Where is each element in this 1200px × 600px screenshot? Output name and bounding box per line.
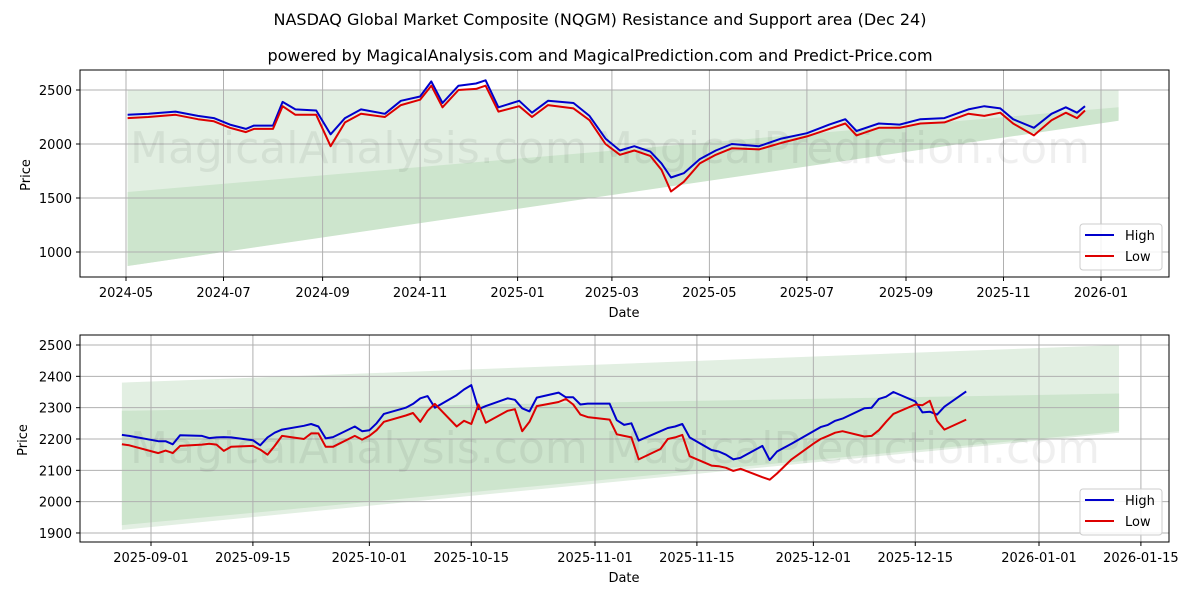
bottom-grid [80, 335, 1169, 542]
y-tick-label: 1900 [39, 527, 72, 542]
legend-low-label-bottom: Low [1125, 515, 1151, 530]
watermark-analysis: MagicalAnalysis.com [130, 123, 588, 174]
bottom-tick-labels: 1900 2000 2100 2200 2300 2400 2500 2025-09-01 20… [39, 339, 1179, 566]
x-tick-label: 2026-01-15 [1103, 551, 1179, 566]
x-tick-label: 2025-01 [490, 286, 544, 301]
top-resistance-support-bands [127, 90, 1119, 267]
x-tick-label: 2025-12-01 [776, 551, 852, 566]
y-tick-label: 2000 [39, 138, 72, 153]
x-tick-label: 2025-10-15 [433, 551, 509, 566]
x-tick-label: 2025-12-15 [877, 551, 953, 566]
high-line [121, 384, 967, 461]
watermark-analysis-bottom: MagicalAnalysis.com [130, 423, 588, 474]
bottom-chart: MagicalAnalysis.com MagicalPrediction.co… [16, 334, 1179, 586]
x-tick-label: 2025-03 [585, 286, 639, 301]
bottom-price-lines [121, 384, 967, 481]
y-tick-label: 2500 [39, 339, 72, 354]
y-tick-label: 1500 [39, 192, 72, 207]
x-tick-label: 2025-09-01 [113, 551, 189, 566]
chart-title: NASDAQ Global Market Composite (NQGM) Re… [273, 10, 927, 29]
top-chart: MagicalAnalysis.com MagicalPrediction.co… [19, 69, 1170, 321]
support-band-inner [127, 107, 1119, 267]
x-tick-label: 2026-01-01 [1001, 551, 1077, 566]
bottom-x-axis-label: Date [608, 571, 639, 586]
x-tick-label: 2024-07 [196, 286, 250, 301]
bottom-resistance-support-bands [121, 345, 1120, 530]
x-tick-label: 2025-10-01 [332, 551, 408, 566]
chart-subtitle: powered by MagicalAnalysis.com and Magic… [267, 46, 933, 65]
x-tick-label: 2025-11 [976, 286, 1030, 301]
low-line [127, 84, 1086, 193]
x-tick-label: 2026-01 [1074, 286, 1128, 301]
y-tick-label: 2000 [39, 496, 72, 511]
top-legend: High Low [1079, 223, 1163, 271]
legend-high-label: High [1125, 229, 1155, 244]
x-tick-label: 2024-05 [99, 286, 153, 301]
x-tick-label: 2025-09-15 [215, 551, 291, 566]
watermark-prediction-bottom: MagicalPrediction.com [605, 423, 1100, 474]
watermark-prediction: MagicalPrediction.com [595, 123, 1090, 174]
top-x-axis-label: Date [608, 306, 639, 321]
support-band-inner [121, 393, 1120, 526]
y-tick-label: 2400 [39, 370, 72, 385]
low-line [121, 397, 967, 481]
x-tick-label: 2024-11 [393, 286, 447, 301]
bottom-y-axis-label: Price [16, 424, 31, 456]
y-tick-label: 2500 [39, 84, 72, 99]
y-tick-label: 2100 [39, 464, 72, 479]
high-line [127, 79, 1086, 179]
y-tick-label: 2300 [39, 402, 72, 417]
legend-low-label: Low [1125, 250, 1151, 265]
x-tick-label: 2025-11-01 [557, 551, 633, 566]
x-tick-label: 2025-09 [879, 286, 933, 301]
y-tick-label: 1000 [39, 246, 72, 261]
top-axes-frame [79, 69, 1170, 278]
top-price-lines [127, 79, 1086, 193]
top-grid [80, 70, 1169, 277]
bottom-legend: High Low [1079, 488, 1163, 536]
x-tick-label: 2025-05 [682, 286, 736, 301]
top-y-axis-label: Price [19, 159, 34, 191]
x-tick-label: 2025-11-15 [659, 551, 735, 566]
top-tick-labels: 1000 1500 2000 2500 2024-05 2024-07 2024-09 202… [39, 84, 1128, 301]
x-tick-label: 2024-09 [295, 286, 349, 301]
y-tick-label: 2200 [39, 433, 72, 448]
x-tick-label: 2025-07 [780, 286, 834, 301]
legend-high-label-bottom: High [1125, 494, 1155, 509]
